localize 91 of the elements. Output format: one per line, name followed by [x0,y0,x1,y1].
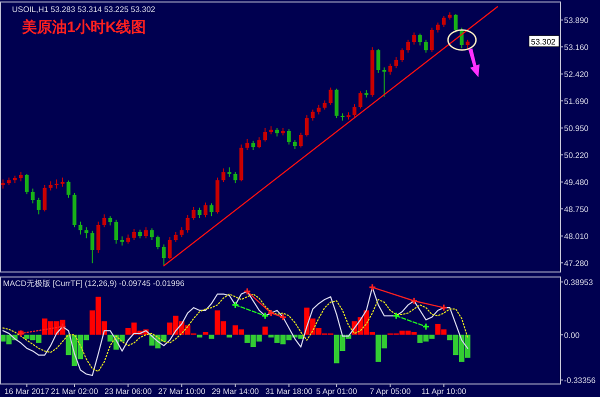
x-tick-label: 11 Apr 10:00 [421,387,466,396]
candlestick [298,132,303,148]
bar [202,332,208,335]
candlestick [251,140,256,151]
y-tick-label: 53.890 [564,16,588,25]
candlestick [156,235,160,250]
candlestick [30,188,35,204]
x-tick-label: 16 Mar 2017 [4,387,50,396]
candlestick [388,63,392,76]
x-tick-label: 29 Mar 14:00 [212,387,259,396]
candlestick [328,87,333,106]
candlestick [90,230,94,264]
text: 美原油1小时K线图 [21,18,146,36]
y-tick-label: 48.010 [564,232,588,241]
candlestick [263,128,268,142]
candlestick [424,39,428,54]
bar [196,334,202,338]
price-label: 53.302 [528,35,560,47]
candlestick [466,39,470,50]
candlestick [174,231,178,242]
y-tick-label: 52.420 [564,70,588,79]
candlestick [42,184,47,212]
chart-subtitle: USOIL,H1 53.283 53.314 53.225 53.302 [12,5,156,14]
candlestick [108,216,112,226]
x-tick-label: 5 Apr 01:00 [316,387,358,396]
y-tick-label: 50.220 [564,150,588,160]
x-tick-label: 21 Mar 02:00 [50,387,98,396]
candlestick [150,228,154,241]
candlestick [394,56,398,69]
candlestick [84,226,88,239]
candlestick [78,221,82,236]
candlestick [358,90,362,110]
candlestick [168,236,172,260]
candlestick [442,15,446,28]
candlestick [120,236,124,246]
candlestick [48,180,53,191]
candlestick [24,173,29,195]
candlestick [210,202,214,217]
y-tick-label: 50.950 [564,124,588,133]
y-tick-label: 48.750 [564,204,588,214]
candlestick [430,27,434,52]
candlestick [400,48,404,62]
bar [226,334,232,338]
y-tick-label: 0.00 [564,330,580,340]
candlestick [287,128,291,146]
candlestick [222,168,226,182]
candlestick [304,114,309,137]
candlestick [180,226,184,238]
y-tick-label: 49.480 [564,178,588,187]
candlestick [204,202,208,218]
bar [208,334,214,339]
candlestick [66,180,70,198]
candlestick [192,206,196,220]
candlestick [126,234,130,244]
candlestick [352,104,356,118]
candlestick [114,219,118,244]
candlestick [36,197,41,215]
candlestick [132,228,136,241]
candlestick [316,104,321,115]
y-tick-label: 53.160 [564,42,588,52]
y-tick-label: -0.33356 [564,376,596,385]
chart-title: MACD无极版 [CurrTF] (12,26,9) -0.09745 -0.01996 [3,279,185,288]
candlestick [102,214,106,228]
candlestick [406,39,410,54]
bar [262,326,268,335]
candlestick [186,214,190,234]
x-tick-label: 7 Apr 05:00 [370,387,411,396]
candlestick [198,207,202,218]
candlestick [382,66,386,98]
candlestick [60,177,64,188]
candlestick [257,136,262,149]
annotation: 53.302 [531,38,556,47]
candlestick [18,172,23,182]
candlestick [162,244,166,266]
candlestick [1,178,5,190]
y-tick-label: 51.690 [564,96,588,106]
candlestick [454,14,458,33]
candlestick [418,33,422,46]
candlestick [227,166,232,178]
x-tick-label: 23 Mar 06:00 [104,387,152,396]
x-tick-label: 27 Mar 10:00 [158,387,206,396]
candlestick [245,138,250,151]
candlestick [144,226,148,239]
candlestick [436,22,440,33]
candlestick [54,178,58,190]
candlestick [376,48,380,74]
x-tick-label: 31 Mar 18:00 [265,387,312,396]
candlestick [322,100,327,110]
y-tick-label: 47.280 [564,258,588,268]
y-tick-label: 0.38953 [564,278,593,287]
candlestick [412,32,416,46]
